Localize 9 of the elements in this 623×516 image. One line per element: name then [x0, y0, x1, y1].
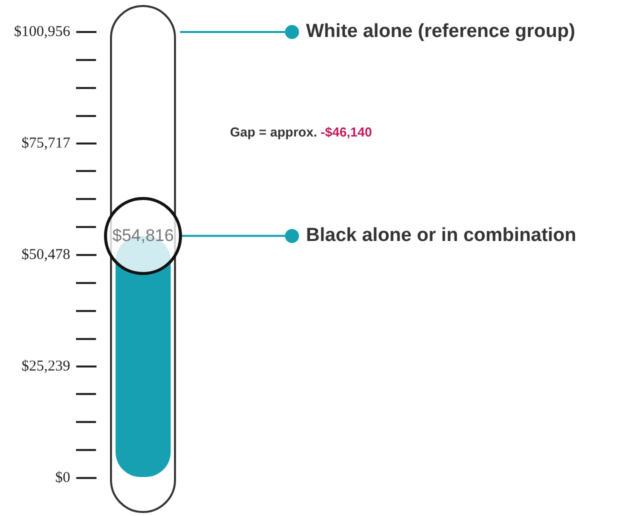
ref-line-label: White alone (reference group) [306, 21, 576, 42]
text: Gap = approx. -$46,140 [230, 124, 372, 140]
y-tick-label: $100,956 [14, 24, 71, 40]
y-tick-label: $0 [55, 470, 70, 486]
y-tick-label: $75,717 [22, 135, 71, 152]
circle-badge: $54,816 [104, 196, 182, 275]
y-tick-label: $50,478 [22, 246, 70, 263]
ref-line-label: Black alone or in combination [306, 225, 576, 246]
y-tick-label: $25,239 [22, 358, 70, 374]
